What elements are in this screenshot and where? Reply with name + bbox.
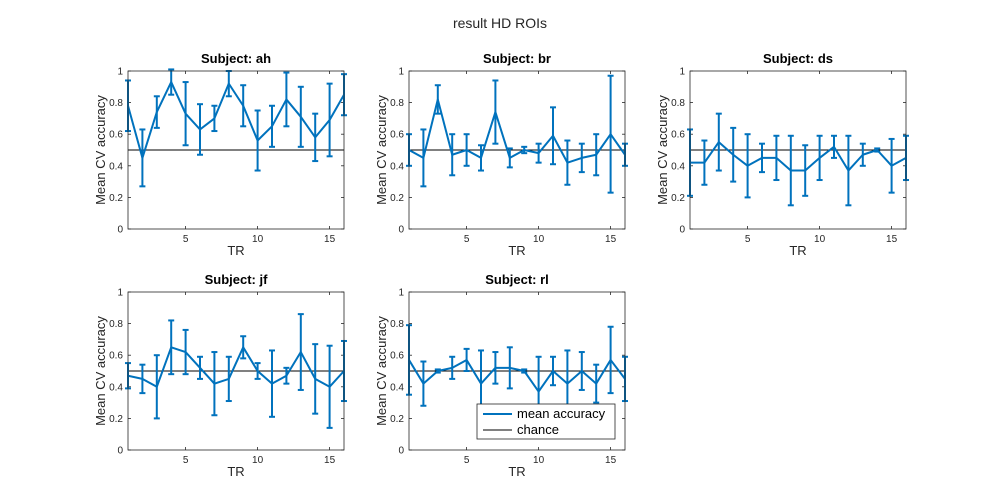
y-tick-label: 0.2 (390, 193, 404, 204)
y-tick-label: 0 (398, 446, 404, 457)
subplot-title: Subject: rl (485, 272, 549, 287)
axes-box (127, 70, 345, 230)
y-axis-label: Mean CV accuracy (655, 95, 670, 205)
subplot-title: Subject: ds (763, 51, 833, 66)
y-tick-label: 0 (117, 446, 123, 457)
y-tick-label: 0 (117, 225, 123, 236)
y-tick-label: 0.4 (390, 382, 404, 393)
y-tick-label: 1 (117, 288, 123, 299)
y-tick-label: 0.8 (390, 98, 404, 109)
x-axis-label: TR (508, 464, 525, 479)
x-tick-label: 5 (183, 234, 189, 245)
axes-box (408, 291, 626, 451)
legend-box (476, 403, 616, 440)
y-tick-label: 0.4 (109, 382, 123, 393)
y-tick-label: 1 (398, 67, 404, 78)
legend: mean accuracy chance (476, 403, 616, 440)
y-tick-label: 0.2 (109, 193, 123, 204)
legend-label-chance: chance (517, 422, 559, 437)
x-tick-label: 10 (533, 455, 545, 466)
x-tick-label: 15 (886, 234, 898, 245)
y-axis-label: Mean CV accuracy (374, 95, 389, 205)
y-tick-label: 0.6 (671, 130, 685, 141)
y-tick-label: 0.4 (390, 161, 404, 172)
y-tick-label: 0.6 (109, 351, 123, 362)
y-tick-label: 0 (679, 225, 685, 236)
mean-accuracy-line (408, 98, 626, 164)
mean-accuracy-line (408, 358, 626, 393)
y-axis-label: Mean CV accuracy (93, 95, 108, 205)
legend-label-mean-accuracy: mean accuracy (517, 406, 606, 421)
y-tick-label: 1 (679, 67, 685, 78)
mean-accuracy-line (127, 346, 345, 388)
y-axis-label: Mean CV accuracy (93, 316, 108, 426)
y-tick-label: 0.8 (109, 98, 123, 109)
x-tick-label: 5 (183, 455, 189, 466)
y-tick-label: 0.6 (109, 130, 123, 141)
y-tick-label: 0.2 (671, 193, 685, 204)
y-tick-label: 1 (398, 288, 404, 299)
y-tick-label: 0.8 (671, 98, 685, 109)
x-tick-label: 5 (464, 455, 470, 466)
subplot-title: Subject: jf (205, 272, 269, 287)
y-tick-label: 0.4 (109, 161, 123, 172)
x-tick-label: 15 (605, 455, 617, 466)
axes-box (408, 70, 626, 230)
axes-box (127, 291, 345, 451)
mean-accuracy-line (690, 141, 907, 172)
figure-title: result HD ROIs (453, 15, 547, 31)
y-tick-label: 0.8 (390, 319, 404, 330)
y-tick-label: 0.2 (390, 414, 404, 425)
x-tick-label: 5 (464, 234, 470, 245)
x-tick-label: 10 (252, 234, 264, 245)
x-tick-label: 15 (324, 234, 336, 245)
y-tick-label: 0.8 (109, 319, 123, 330)
y-tick-label: 0 (398, 225, 404, 236)
x-tick-label: 15 (324, 455, 336, 466)
axes-box (689, 70, 907, 230)
y-axis-label: Mean CV accuracy (374, 316, 389, 426)
y-tick-label: 0.4 (671, 161, 685, 172)
y-tick-label: 0.6 (390, 130, 404, 141)
x-axis-label: TR (508, 243, 525, 258)
y-tick-label: 1 (117, 67, 123, 78)
x-tick-label: 10 (533, 234, 545, 245)
x-tick-label: 15 (605, 234, 617, 245)
x-axis-label: TR (227, 243, 244, 258)
x-axis-label: TR (789, 243, 806, 258)
x-tick-label: 5 (745, 234, 751, 245)
subplot-title: Subject: br (483, 51, 551, 66)
mean-accuracy-line (127, 81, 345, 159)
x-axis-label: TR (227, 464, 244, 479)
x-tick-label: 10 (252, 455, 264, 466)
subplot-title: Subject: ah (201, 51, 271, 66)
y-tick-label: 0.6 (390, 351, 404, 362)
x-tick-label: 10 (814, 234, 826, 245)
y-tick-label: 0.2 (109, 414, 123, 425)
